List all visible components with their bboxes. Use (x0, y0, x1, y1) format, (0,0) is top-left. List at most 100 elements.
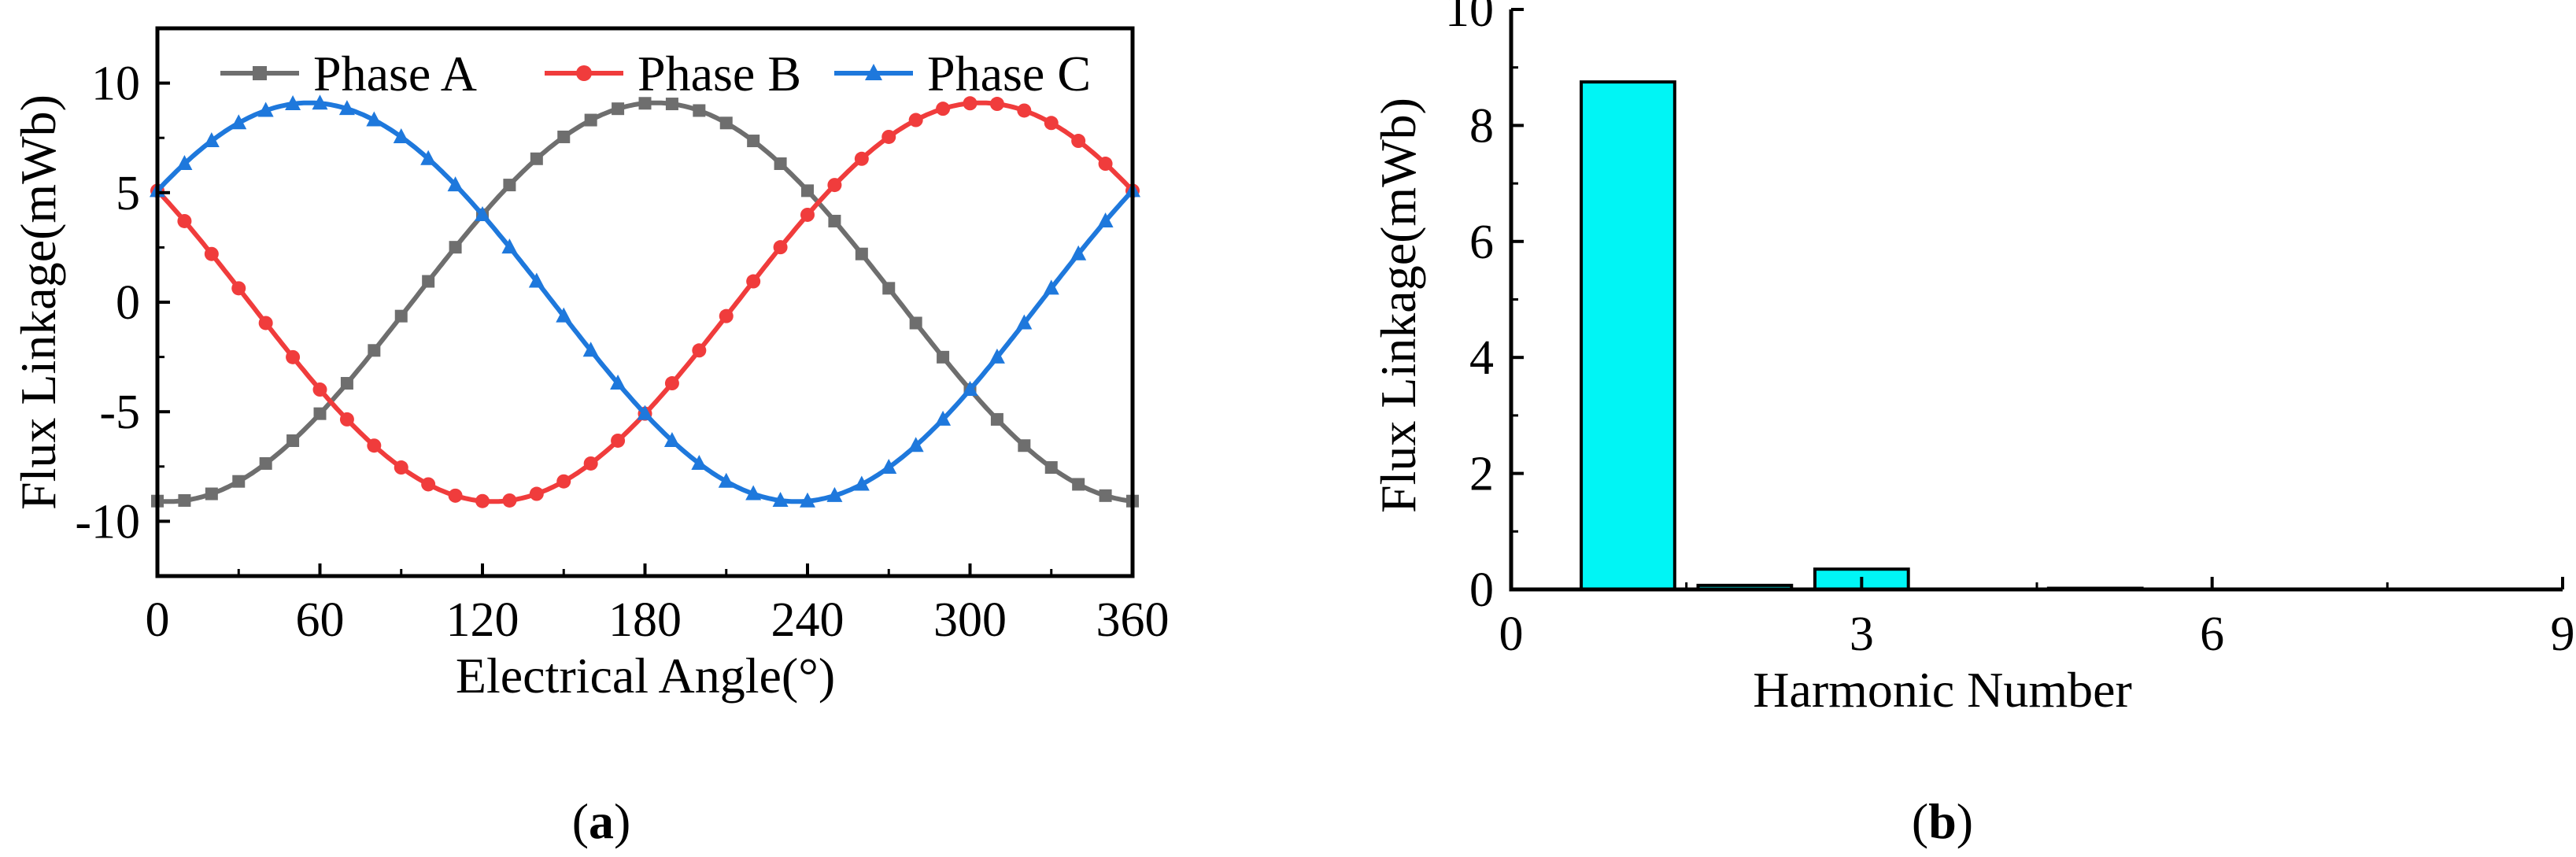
phase-b-point-7 (339, 412, 354, 427)
phase-c-point-31 (989, 348, 1005, 364)
phase-b-point-29 (936, 102, 951, 116)
phase-b-point-4 (258, 316, 273, 331)
phase-c-point-5 (285, 95, 301, 111)
phase-c-point-15 (556, 307, 572, 323)
phase-c-point-34 (1070, 245, 1087, 260)
phase-c-point-14 (528, 272, 545, 288)
chart-a-y-axis-title: Flux Linkage(mWb) (10, 94, 66, 510)
phase-b-point-19 (664, 376, 679, 391)
phase-a-point-29 (937, 350, 950, 364)
phase-c-point-28 (907, 437, 924, 453)
phase-b-point-23 (773, 240, 788, 255)
chart-a-x-tick-label: 60 (296, 593, 345, 647)
chart-a-x-tick-label: 120 (446, 593, 519, 647)
phase-b-point-33 (1044, 116, 1059, 131)
phase-b-line (155, 100, 1135, 504)
phase-c-point-13 (501, 238, 518, 254)
phase-a-point-35 (1099, 489, 1112, 502)
phase-c-point-10 (420, 150, 437, 165)
chart-b-y-tick-label: 8 (1469, 99, 1494, 153)
phase-a-point-6 (313, 407, 327, 420)
chart-b-x-tick-label: 9 (2551, 608, 2575, 661)
phase-a-point-18 (638, 97, 652, 110)
phase-a-point-22 (747, 135, 760, 148)
phase-a-point-7 (340, 377, 353, 390)
phase-c-point-9 (393, 127, 409, 143)
phase-b-point-3 (231, 281, 246, 296)
phase-b-point-8 (367, 438, 382, 453)
phase-b-point-12 (475, 493, 490, 508)
phase-a-point-10 (422, 275, 435, 288)
phase-a-point-26 (855, 247, 868, 260)
harmonic-bar-1 (1580, 80, 1676, 591)
phase-b-point-1 (177, 213, 192, 228)
phase-b-point-24 (800, 207, 815, 222)
phase-b-point-26 (854, 151, 869, 166)
phase-a-point-28 (909, 316, 922, 330)
phase-c-point-20 (691, 454, 708, 470)
phase-b-point-31 (989, 97, 1004, 112)
phase-b-point-13 (502, 493, 517, 508)
phase-a-legend-label: Phase A (313, 46, 477, 102)
phase-b-point-5 (286, 349, 301, 364)
chart-b-panel-letter: b (1928, 793, 1957, 849)
phase-a-point-27 (882, 282, 896, 295)
phase-c-point-35 (1097, 212, 1114, 227)
phase-b-point-21 (719, 308, 734, 323)
chart-a-panel-label: (a) (572, 793, 631, 849)
chart-a-y-tick-label: 0 (116, 276, 140, 330)
phase-b-point-16 (583, 456, 598, 471)
phase-c-point-17 (610, 375, 626, 390)
phase-b-point-17 (611, 433, 626, 448)
phase-a-point-17 (612, 102, 625, 116)
phase-c-point-21 (718, 472, 734, 488)
chart-b-x-ticks: 0 3 6 9 (1499, 577, 2575, 661)
phase-b-legend-marker (576, 65, 592, 81)
phase-a-point-23 (774, 157, 787, 171)
chart-a-legend: Phase A Phase B Phase C (220, 46, 1091, 102)
phase-b-point-15 (556, 474, 571, 489)
phase-c-point-23 (772, 491, 789, 507)
phase-a-line (157, 100, 1133, 504)
phase-c-point-29 (935, 410, 952, 426)
phase-b-point-9 (394, 460, 408, 475)
phase-a-point-1 (178, 493, 191, 507)
chart-b-y-axis-title: Flux Linkage(mWb) (1370, 98, 1426, 513)
chart-b-x-tick-label: 6 (2200, 608, 2224, 661)
phase-c-point-26 (853, 475, 870, 491)
chart-b-panel-label: (b) (1912, 793, 1973, 849)
phase-a-point-13 (503, 179, 516, 192)
phase-c-point-32 (1016, 314, 1033, 330)
phase-b-point-25 (827, 178, 842, 193)
chart-a-x-ticks: 0 60 120 180 240 300 360 (146, 563, 1170, 647)
phase-c-point-6 (312, 94, 328, 110)
phase-a-point-25 (828, 214, 841, 227)
phase-b-point-30 (963, 96, 978, 111)
phase-a-point-15 (557, 130, 571, 143)
chart-b-y-tick-label: 4 (1469, 331, 1494, 385)
chart-a-x-tick-label: 300 (933, 593, 1007, 647)
phase-a-point-8 (368, 344, 381, 357)
phase-c-point-11 (447, 176, 464, 192)
phase-c-point-7 (338, 100, 355, 116)
phase-a-point-2 (205, 487, 218, 501)
phase-b-point-28 (908, 113, 923, 127)
phase-c-point-27 (881, 459, 897, 475)
phase-c-point-25 (826, 486, 843, 502)
phase-a-point-32 (1018, 439, 1031, 453)
chart-a-y-tick-label: -5 (99, 386, 140, 439)
chart-a-y-tick-label: -10 (75, 495, 140, 549)
phase-c-line (155, 100, 1135, 504)
phase-a-point-31 (990, 412, 1003, 426)
phase-b-point-20 (692, 343, 707, 358)
phase-c-point-8 (366, 111, 383, 127)
phase-a-point-9 (394, 309, 408, 323)
phase-b-point-22 (746, 274, 761, 289)
phase-c-point-19 (663, 431, 680, 447)
chart-b-y-tick-label: 10 (1445, 0, 1494, 37)
chart-b-x-tick-label: 0 (1499, 608, 1524, 661)
phase-c-point-4 (257, 102, 274, 117)
chart-b-y-tick-label: 6 (1469, 216, 1494, 269)
phase-a-legend-marker (253, 66, 267, 80)
